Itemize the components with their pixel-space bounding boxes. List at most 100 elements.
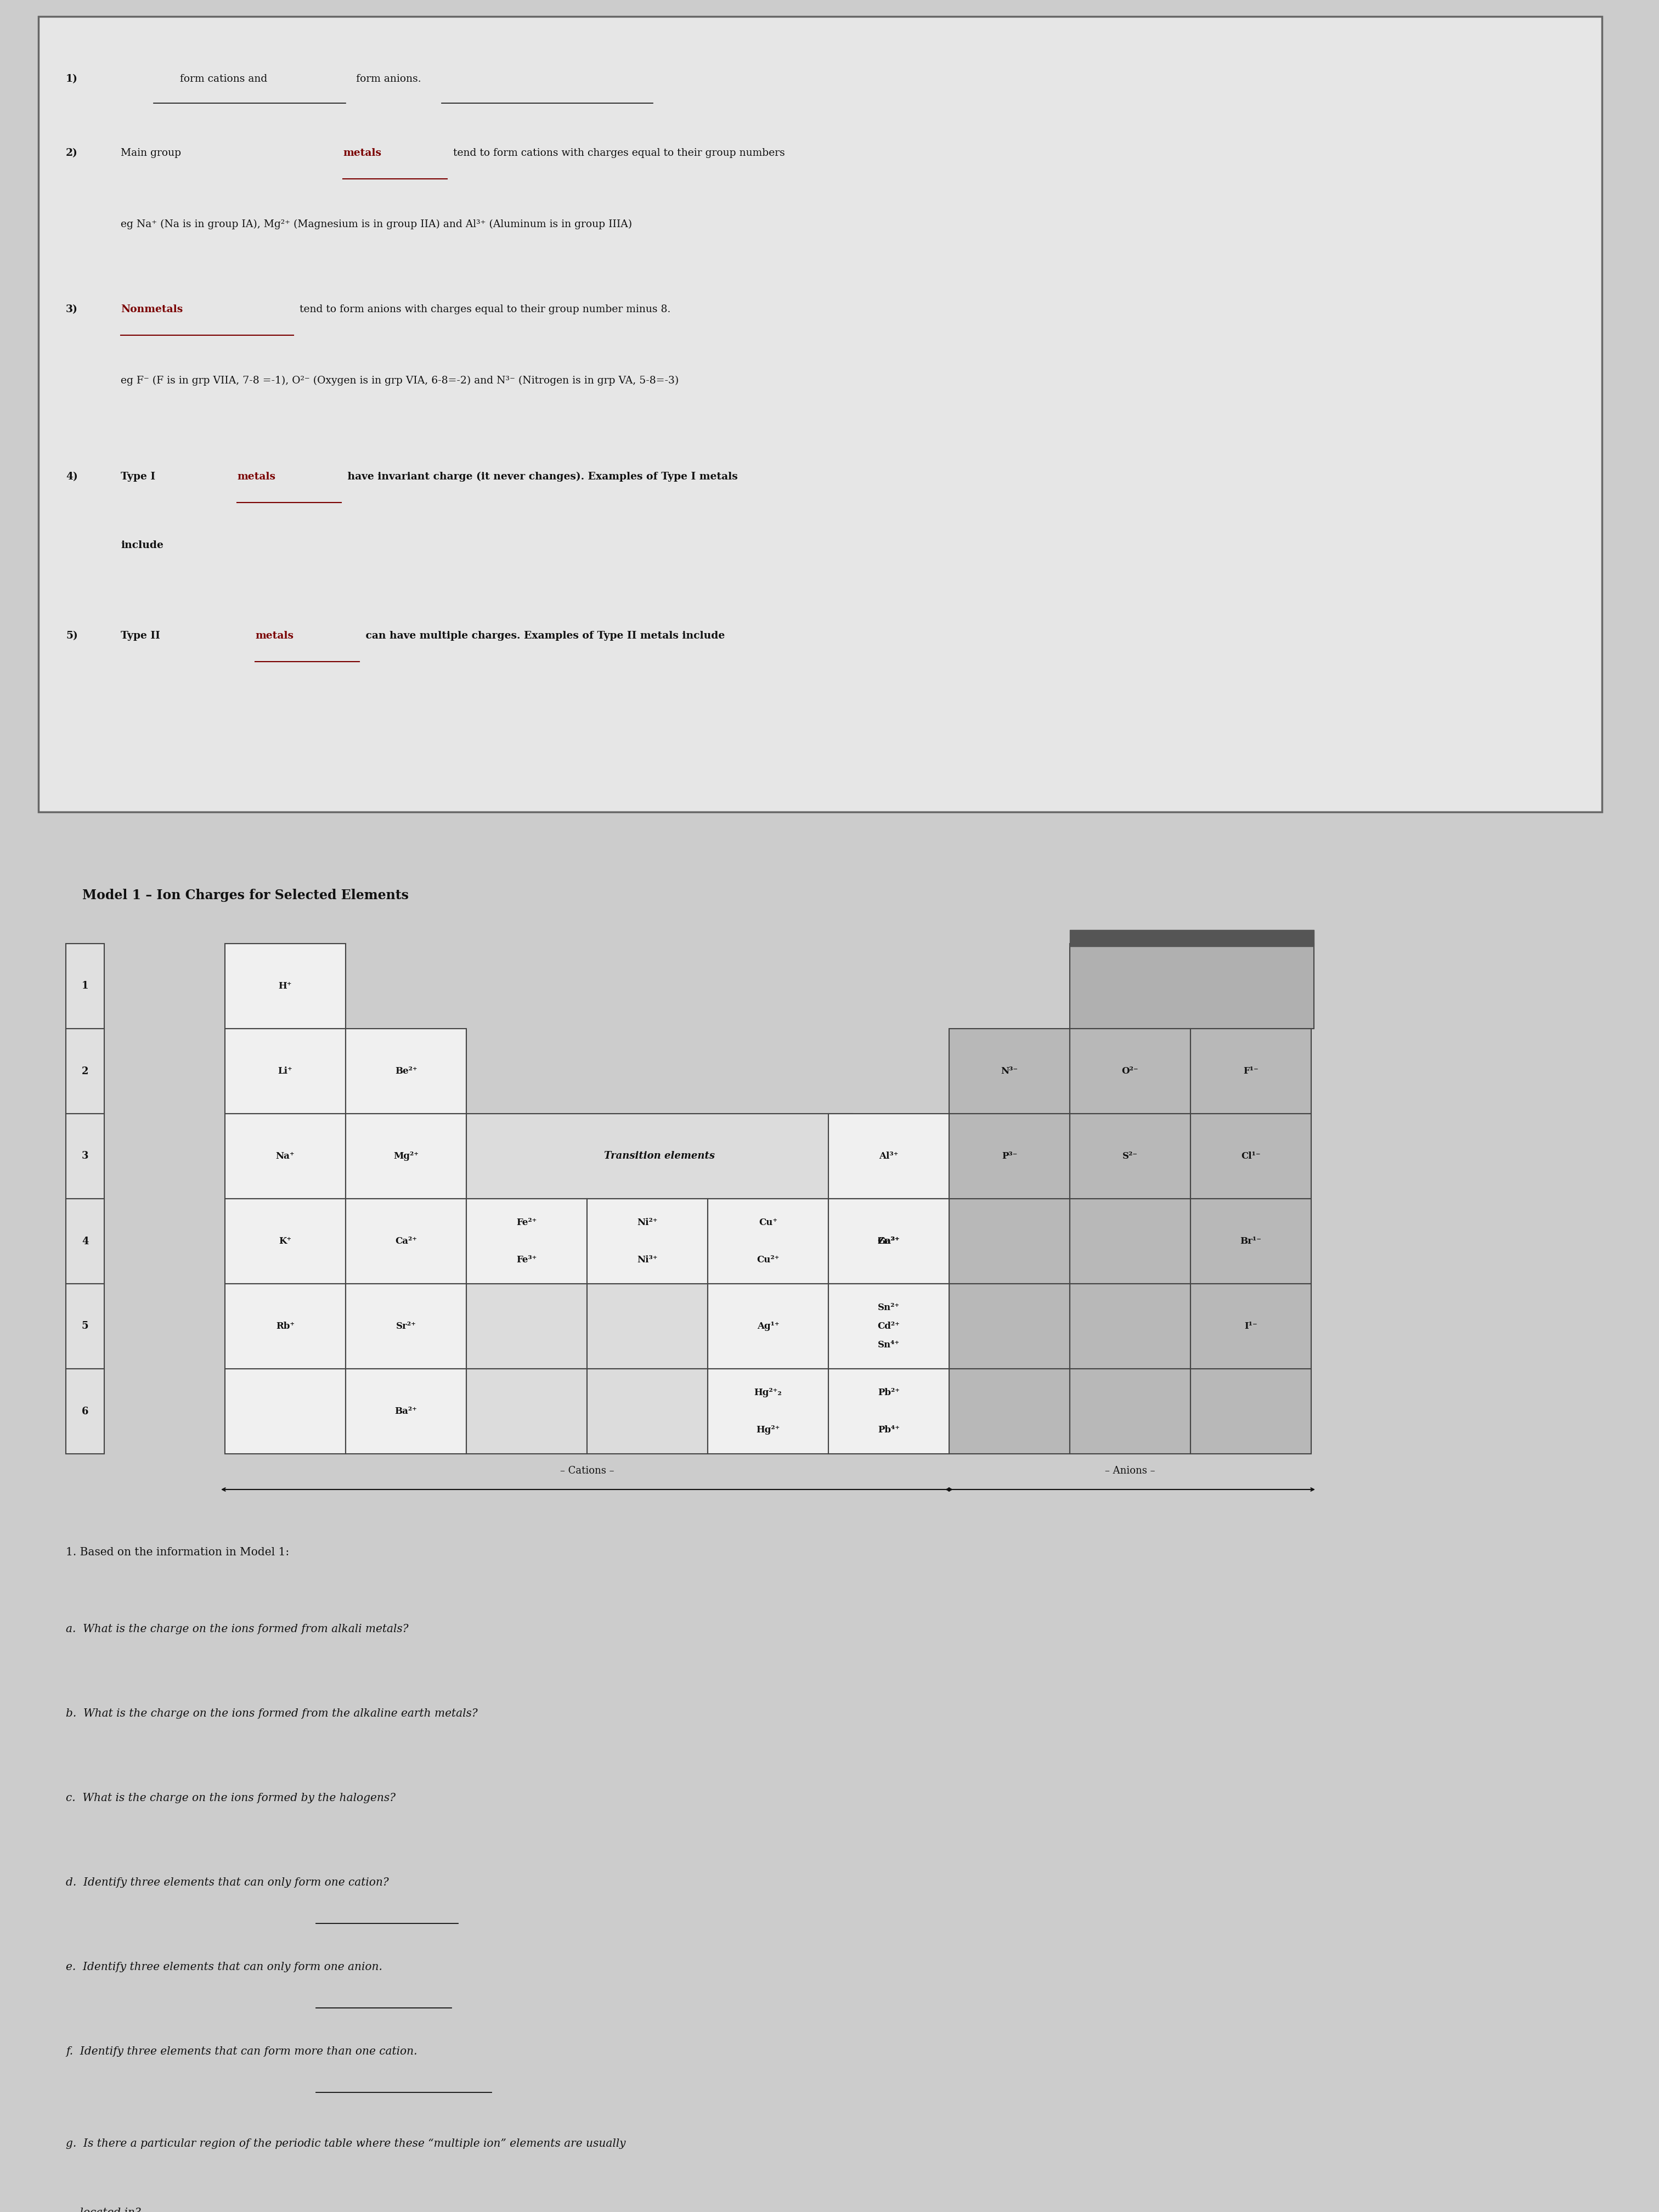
Text: Ba²⁺: Ba²⁺ [395, 1407, 416, 1416]
Text: 5): 5) [66, 630, 78, 641]
Text: 3): 3) [66, 305, 78, 314]
Text: Rb⁺: Rb⁺ [275, 1321, 295, 1332]
Bar [66, 1113, 105, 1199]
Bar [828, 1199, 949, 1283]
Bar [828, 1199, 949, 1283]
Text: metals: metals [237, 471, 275, 482]
Bar [1191, 1113, 1311, 1199]
Text: S²⁻: S²⁻ [1123, 1152, 1138, 1161]
Bar [587, 1199, 708, 1283]
Text: 2): 2) [66, 148, 78, 157]
Text: d.  Identify three elements that can only form one cation?: d. Identify three elements that can only… [66, 1878, 388, 1887]
Text: eg Na⁺ (Na is in group IA), Mg²⁺ (Magnesium is in group IIA) and Al³⁺ (Aluminum : eg Na⁺ (Na is in group IA), Mg²⁺ (Magnes… [121, 219, 632, 230]
Text: Sr²⁺: Sr²⁺ [397, 1321, 416, 1332]
Bar [1070, 1369, 1191, 1453]
Bar [708, 1369, 828, 1453]
Text: – Anions –: – Anions – [1105, 1467, 1155, 1475]
Text: Cu²⁺: Cu²⁺ [757, 1254, 780, 1265]
Text: tend to form anions with charges equal to their group number minus 8.: tend to form anions with charges equal t… [297, 305, 670, 314]
Text: Ni³⁺: Ni³⁺ [637, 1254, 657, 1265]
Text: b.  What is the charge on the ions formed from the alkaline earth metals?: b. What is the charge on the ions formed… [66, 1708, 478, 1719]
Bar [828, 1113, 949, 1199]
Text: g.  Is there a particular region of the periodic table where these “multiple ion: g. Is there a particular region of the p… [66, 2139, 625, 2150]
Text: can have multiple charges. Examples of Type II metals include: can have multiple charges. Examples of T… [362, 630, 725, 641]
Text: Ca²⁺: Ca²⁺ [395, 1237, 416, 1245]
Text: include: include [121, 540, 164, 551]
Text: F¹⁻: F¹⁻ [1243, 1066, 1259, 1075]
Text: c.  What is the charge on the ions formed by the halogens?: c. What is the charge on the ions formed… [66, 1794, 395, 1803]
Text: Transition elements: Transition elements [604, 1150, 715, 1161]
Text: Mg²⁺: Mg²⁺ [393, 1152, 418, 1161]
Bar [708, 1283, 828, 1369]
Text: – Cations –: – Cations – [561, 1467, 614, 1475]
Text: e.  Identify three elements that can only form one anion.: e. Identify three elements that can only… [66, 1962, 382, 1973]
Bar [828, 1283, 949, 1369]
Bar [828, 1283, 949, 1369]
Text: P³⁻: P³⁻ [1002, 1152, 1017, 1161]
Text: Main group: Main group [121, 148, 184, 157]
Text: Ni²⁺: Ni²⁺ [637, 1219, 657, 1228]
Bar [345, 1283, 466, 1369]
Text: Hg²⁺₂: Hg²⁺₂ [755, 1387, 781, 1398]
Text: Na⁺: Na⁺ [275, 1152, 295, 1161]
Text: Fe²⁺: Fe²⁺ [516, 1219, 538, 1228]
Bar [66, 1369, 105, 1453]
Text: f.  Identify three elements that can form more than one cation.: f. Identify three elements that can form… [66, 2046, 416, 2057]
Bar [587, 1283, 708, 1369]
Bar [1070, 1113, 1191, 1199]
Bar [38, 15, 1603, 812]
Text: tend to form cations with charges equal to their group numbers: tend to form cations with charges equal … [450, 148, 785, 157]
Text: Cl¹⁻: Cl¹⁻ [1241, 1152, 1261, 1161]
Bar [66, 945, 105, 1029]
Bar [66, 1199, 105, 1283]
Text: have invariant charge (it never changes). Examples of Type I metals: have invariant charge (it never changes)… [343, 471, 738, 482]
Bar [345, 1199, 466, 1283]
Text: Br¹⁻: Br¹⁻ [1241, 1237, 1261, 1245]
Bar [1191, 1283, 1311, 1369]
Text: Ag¹⁺: Ag¹⁺ [757, 1321, 780, 1332]
Bar [1070, 1283, 1191, 1369]
Text: Nonmetals: Nonmetals [121, 305, 182, 314]
Text: Type I: Type I [121, 471, 159, 482]
Text: Be²⁺: Be²⁺ [395, 1066, 416, 1075]
Bar [949, 1113, 1070, 1199]
Text: O²⁻: O²⁻ [1121, 1066, 1138, 1075]
Bar [466, 1113, 853, 1199]
Text: form cations and                           form anions.: form cations and form anions. [121, 73, 421, 84]
Bar [226, 1199, 345, 1283]
Bar [1070, 1029, 1191, 1113]
Text: Al³⁺: Al³⁺ [879, 1152, 899, 1161]
Bar [949, 1369, 1070, 1453]
Text: Fe³⁺: Fe³⁺ [516, 1254, 538, 1265]
Text: Li⁺: Li⁺ [279, 1066, 292, 1075]
Bar [1070, 1199, 1191, 1283]
Bar [466, 1283, 587, 1369]
Bar [345, 1369, 466, 1453]
Text: 4: 4 [81, 1237, 88, 1245]
Bar [587, 1369, 708, 1453]
Text: Sn²⁺: Sn²⁺ [878, 1303, 899, 1312]
Text: 1): 1) [66, 73, 78, 84]
Text: Pb²⁺: Pb²⁺ [878, 1387, 899, 1398]
Text: H⁺: H⁺ [279, 982, 292, 991]
Text: Cd²⁺: Cd²⁺ [878, 1321, 899, 1332]
Bar [226, 945, 345, 1029]
Text: metals: metals [343, 148, 382, 157]
Bar [1070, 929, 1314, 947]
Bar [466, 1369, 587, 1453]
Text: Zn²⁺: Zn²⁺ [878, 1237, 899, 1245]
Bar [1191, 1199, 1311, 1283]
Text: 2: 2 [81, 1066, 88, 1075]
Bar [466, 1199, 587, 1283]
Text: metals: metals [255, 630, 294, 641]
Bar [66, 1283, 105, 1369]
Text: I¹⁻: I¹⁻ [1244, 1321, 1258, 1332]
Bar [1191, 1029, 1311, 1113]
Text: 4): 4) [66, 471, 78, 482]
Bar [949, 1029, 1070, 1113]
Bar [226, 1283, 345, 1369]
Text: eg F⁻ (F is in grp VIIA, 7-8 =-1), O²⁻ (Oxygen is in grp VIA, 6-8=-2) and N³⁻ (N: eg F⁻ (F is in grp VIIA, 7-8 =-1), O²⁻ (… [121, 376, 679, 385]
Text: 1: 1 [81, 982, 88, 991]
Bar [345, 1029, 466, 1113]
Bar [226, 1029, 345, 1113]
